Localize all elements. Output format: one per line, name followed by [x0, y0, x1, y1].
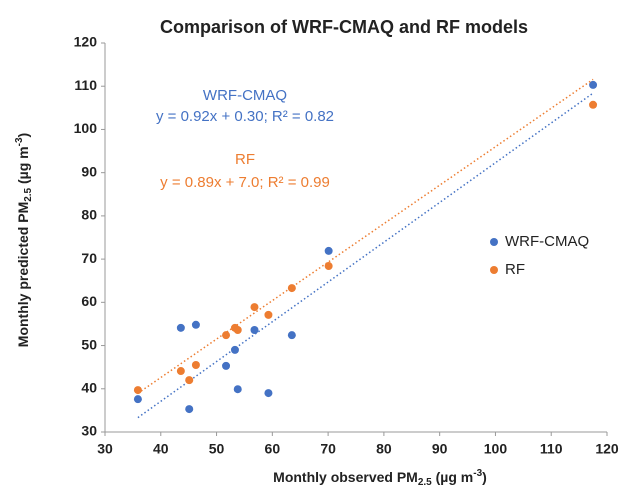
trendline: [137, 92, 594, 419]
x-axis-title-part: ): [482, 469, 487, 485]
point: [222, 361, 231, 370]
y-tick-label: 70: [81, 250, 97, 266]
point: [176, 323, 185, 332]
y-axis-title-sub: 2.5: [23, 187, 34, 201]
point: [222, 331, 231, 340]
y-axis-title: Monthly predicted PM2.5 (µg m-3): [14, 133, 34, 347]
y-tick-label: 90: [81, 163, 97, 179]
y-axis-title-sup: -3: [14, 137, 25, 146]
point: [250, 325, 259, 334]
x-axis-title-sub: 2.5: [418, 477, 432, 488]
y-tick-label: 110: [74, 77, 97, 93]
y-tick-label: 120: [74, 34, 98, 50]
point: [287, 331, 296, 340]
point: [191, 320, 200, 329]
legend-marker: [490, 266, 498, 274]
legend-marker: [490, 238, 498, 246]
point: [287, 284, 296, 293]
point: [589, 80, 598, 89]
annotation-equation: y = 0.92x + 0.30; R² = 0.82: [156, 108, 334, 125]
trendline: [137, 78, 594, 394]
legend-label: RF: [505, 261, 525, 278]
point: [233, 325, 242, 334]
point: [264, 310, 273, 319]
x-axis-title-part: (µg m: [432, 469, 474, 485]
point: [264, 389, 273, 398]
point: [133, 395, 142, 404]
point: [191, 361, 200, 370]
y-axis-title-part: Monthly predicted PM: [15, 202, 31, 347]
y-tick-label: 30: [81, 423, 97, 439]
x-axis-title-part: Monthly observed PM: [273, 469, 418, 485]
point: [176, 367, 185, 376]
point: [230, 345, 239, 354]
legend-label: WRF-CMAQ: [505, 233, 589, 250]
y-tick-label: 40: [81, 379, 97, 395]
x-tick-label: 80: [376, 441, 392, 457]
y-tick-label: 50: [81, 336, 97, 352]
point: [324, 262, 333, 271]
x-tick-label: 60: [265, 441, 281, 457]
annotation-name: RF: [235, 151, 255, 168]
x-tick-label: 40: [153, 441, 169, 457]
point: [324, 246, 333, 255]
chart-title: Comparison of WRF-CMAQ and RF models: [160, 17, 528, 37]
x-tick-label: 50: [209, 441, 225, 457]
x-tick-label: 120: [595, 441, 619, 457]
x-tick-label: 70: [320, 441, 336, 457]
y-tick-label: 80: [81, 207, 97, 223]
x-axis-title-sup: -3: [473, 468, 482, 479]
y-axis-title-part: ): [15, 133, 31, 138]
annotation-name: WRF-CMAQ: [203, 87, 287, 104]
point: [233, 385, 242, 394]
point: [185, 405, 194, 414]
annotation-equation: y = 0.89x + 7.0; R² = 0.99: [160, 174, 330, 191]
point: [250, 303, 259, 312]
y-tick-label: 100: [74, 120, 98, 136]
point: [589, 100, 598, 109]
x-tick-label: 30: [97, 441, 113, 457]
x-tick-label: 100: [484, 441, 508, 457]
point: [133, 386, 142, 395]
point: [185, 376, 194, 385]
y-tick-label: 60: [81, 293, 97, 309]
y-axis-title-part: (µg m: [15, 146, 31, 188]
x-tick-label: 90: [432, 441, 448, 457]
x-tick-label: 110: [540, 441, 563, 457]
x-axis-title: Monthly observed PM2.5 (µg m-3): [273, 468, 487, 488]
